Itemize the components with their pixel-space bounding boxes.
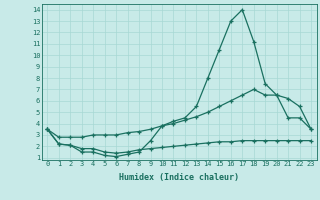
X-axis label: Humidex (Indice chaleur): Humidex (Indice chaleur) — [119, 173, 239, 182]
